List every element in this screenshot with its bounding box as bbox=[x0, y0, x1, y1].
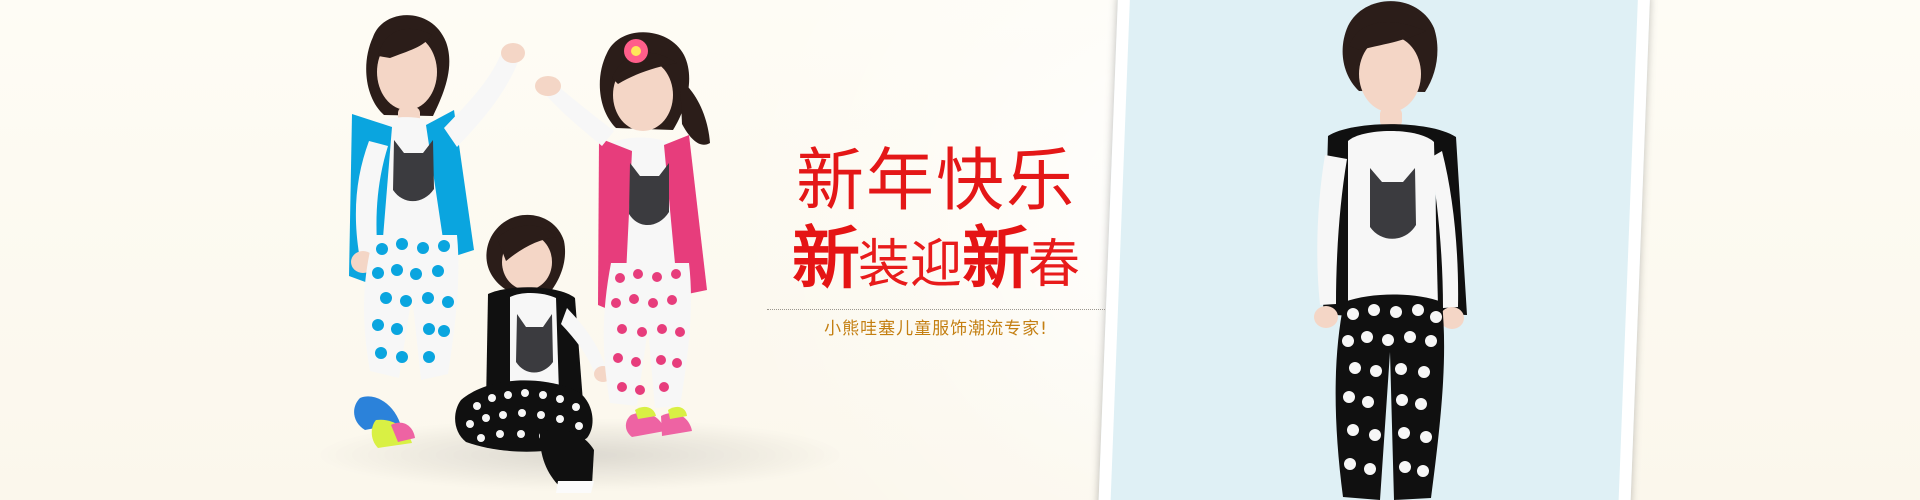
dotted-divider bbox=[767, 309, 1105, 310]
right-girl-pink-vest-image bbox=[535, 32, 710, 437]
center-boy-sitting-image bbox=[455, 214, 612, 493]
single-boy-black-vest-image bbox=[1314, 1, 1467, 500]
headline-main: 新年快乐 bbox=[795, 142, 1076, 221]
left-girl-blue-vest-image bbox=[349, 15, 525, 448]
headline-sub-part-3: 新 bbox=[962, 220, 1030, 299]
headline-sub-part-4: 春 bbox=[1028, 235, 1081, 295]
brand-tagline: 小熊哇塞儿童服饰潮流专家! bbox=[824, 319, 1048, 339]
headline-sub-part-1: 新 bbox=[791, 220, 860, 299]
headline-sub: 新装迎新春 bbox=[746, 220, 1126, 305]
headline-sub-part-2: 装迎 bbox=[857, 235, 962, 295]
holiday-headline: 新年快乐 新装迎新春 小熊哇塞儿童服饰潮流专家! bbox=[746, 140, 1126, 341]
